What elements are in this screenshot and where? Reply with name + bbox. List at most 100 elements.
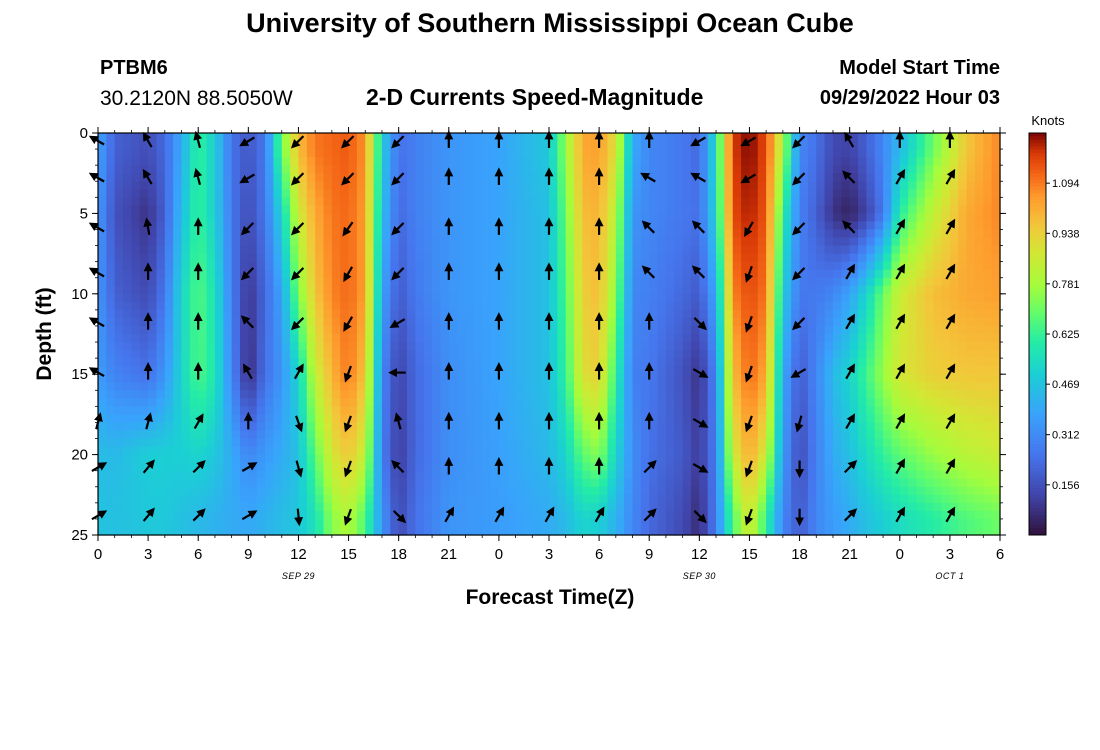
heatmap-cell [766, 334, 776, 343]
heatmap-cell [164, 526, 174, 536]
heatmap-cell [498, 197, 508, 206]
heatmap-cell [799, 478, 809, 488]
heatmap-cell [156, 325, 166, 335]
heatmap-cell [465, 229, 475, 239]
heatmap-cell [131, 221, 141, 231]
heatmap-cell [766, 301, 776, 311]
heatmap-cell [498, 245, 508, 255]
heatmap-cell [899, 133, 909, 142]
heatmap-cell [507, 253, 517, 263]
heatmap-cell [682, 350, 692, 359]
heatmap-cell [331, 141, 341, 150]
heatmap-cell [123, 277, 133, 287]
heatmap-cell [465, 253, 475, 263]
heatmap-cell [766, 342, 776, 351]
heatmap-cell [206, 221, 216, 231]
heatmap-cell [615, 133, 625, 142]
heatmap-cell [816, 334, 826, 343]
heatmap-cell [457, 245, 467, 255]
heatmap-cell [482, 197, 492, 206]
heatmap-cell [432, 133, 442, 142]
heatmap-cell [690, 478, 700, 488]
heatmap-cell [273, 406, 283, 415]
heatmap-cell [398, 197, 408, 206]
heatmap-cell [131, 390, 141, 399]
heatmap-cell [173, 454, 183, 464]
heatmap-cell [423, 366, 433, 375]
heatmap-cell [440, 157, 450, 166]
heatmap-cell [390, 334, 400, 343]
heatmap-cell [482, 526, 492, 536]
heatmap-cell [164, 390, 174, 399]
heatmap-cell [599, 141, 609, 150]
heatmap-cell [874, 454, 884, 464]
heatmap-cell [557, 309, 567, 319]
heatmap-cell [432, 293, 442, 303]
heatmap-cell [565, 149, 575, 158]
heatmap-cell [523, 261, 533, 271]
heatmap-cell [139, 406, 149, 415]
heatmap-cell [348, 253, 358, 263]
heatmap-cell [883, 334, 893, 343]
heatmap-cell [816, 350, 826, 359]
heatmap-cell [181, 526, 191, 536]
heatmap-cell [891, 197, 901, 206]
heatmap-cell [858, 374, 867, 383]
heatmap-cell [523, 253, 533, 263]
heatmap-cell [849, 358, 859, 367]
heatmap-cell [507, 398, 517, 407]
heatmap-cell [724, 197, 734, 206]
heatmap-cell [331, 133, 341, 142]
heatmap-cell [716, 518, 725, 528]
heatmap-cell [523, 165, 533, 174]
heatmap-cell [924, 277, 934, 287]
heatmap-cell [206, 165, 216, 174]
heatmap-cell [674, 454, 684, 464]
heatmap-cell [699, 189, 709, 198]
heatmap-cell [799, 406, 809, 415]
heatmap-cell [114, 366, 124, 375]
heatmap-cell [356, 422, 366, 432]
heatmap-cell [189, 526, 199, 536]
heatmap-cell [398, 173, 408, 182]
heatmap-cell [590, 277, 600, 287]
heatmap-cell [741, 149, 751, 158]
heatmap-cell [682, 334, 692, 343]
heatmap-cell [156, 518, 166, 528]
heatmap-cell [281, 309, 291, 319]
heatmap-cell [724, 165, 734, 174]
heatmap-cell [181, 414, 191, 424]
heatmap-cell [649, 237, 659, 247]
heatmap-cell [407, 502, 416, 512]
heatmap-cell [306, 430, 316, 440]
heatmap-cell [415, 133, 425, 142]
heatmap-cell [899, 382, 909, 391]
heatmap-cell [323, 478, 333, 488]
heatmap-cell [432, 229, 442, 239]
heatmap-cell [615, 342, 625, 351]
heatmap-cell [206, 285, 216, 295]
heatmap-cell [799, 446, 809, 456]
heatmap-cell [373, 526, 383, 536]
heatmap-cell [841, 414, 851, 424]
heatmap-cell [574, 317, 584, 327]
heatmap-cell [315, 446, 325, 456]
heatmap-cell [164, 221, 174, 231]
heatmap-cell [557, 526, 567, 536]
heatmap-cell [432, 173, 442, 182]
heatmap-cell [156, 406, 166, 415]
heatmap-cell [607, 141, 617, 150]
heatmap-cell [782, 285, 792, 295]
heatmap-cell [315, 366, 325, 375]
heatmap-cell [665, 157, 675, 166]
heatmap-cell [782, 462, 792, 472]
heatmap-cell [716, 510, 725, 520]
heatmap-cell [356, 213, 366, 223]
heatmap-cell [473, 277, 483, 287]
heatmap-cell [390, 486, 400, 496]
heatmap-cell [523, 390, 533, 399]
heatmap-cell [799, 293, 809, 303]
heatmap-cell [214, 261, 224, 271]
heatmap-cell [256, 406, 266, 415]
heatmap-cell [874, 149, 884, 158]
